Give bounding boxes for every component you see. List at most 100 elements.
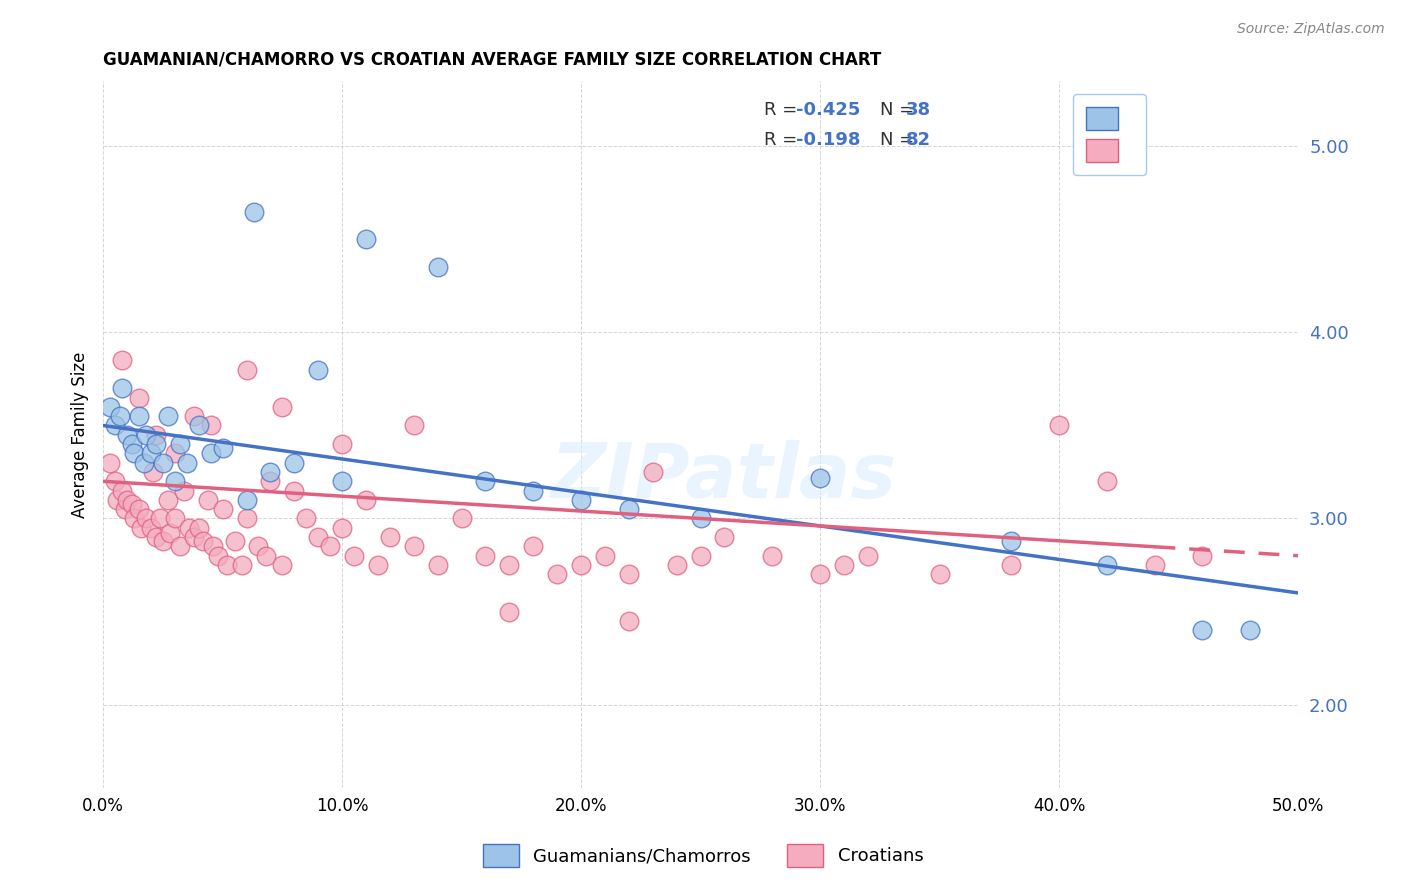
- Point: [617, 614, 640, 628]
- Text: Source: ZipAtlas.com: Source: ZipAtlas.com: [1237, 22, 1385, 37]
- Point: [145, 427, 167, 442]
- Point: [402, 418, 425, 433]
- Point: [128, 409, 150, 424]
- Text: R =: R =: [763, 102, 803, 120]
- Point: [156, 492, 179, 507]
- Point: [152, 533, 174, 548]
- Point: [197, 492, 219, 507]
- Point: [104, 418, 127, 433]
- Point: [1191, 623, 1213, 637]
- Point: [474, 549, 496, 563]
- Point: [522, 540, 544, 554]
- Point: [145, 437, 167, 451]
- Point: [617, 567, 640, 582]
- Text: -0.198: -0.198: [796, 131, 860, 149]
- Point: [247, 540, 270, 554]
- Point: [179, 521, 201, 535]
- Point: [498, 605, 520, 619]
- Point: [139, 521, 162, 535]
- Point: [145, 530, 167, 544]
- Point: [856, 549, 879, 563]
- Legend: Guamanians/Chamorros, Croatians: Guamanians/Chamorros, Croatians: [475, 837, 931, 874]
- Point: [259, 465, 281, 479]
- Point: [1239, 623, 1261, 637]
- Point: [187, 418, 209, 433]
- Point: [713, 530, 735, 544]
- Point: [307, 530, 329, 544]
- Point: [354, 232, 377, 246]
- Text: N =: N =: [880, 102, 920, 120]
- Point: [1143, 558, 1166, 572]
- Point: [169, 437, 191, 451]
- Point: [115, 427, 138, 442]
- Point: [135, 511, 157, 525]
- Point: [617, 502, 640, 516]
- Point: [1047, 418, 1070, 433]
- Point: [235, 492, 257, 507]
- Point: [808, 470, 831, 484]
- Point: [108, 409, 131, 424]
- Point: [665, 558, 688, 572]
- Point: [152, 456, 174, 470]
- Point: [330, 437, 353, 451]
- Point: [135, 427, 157, 442]
- Point: [832, 558, 855, 572]
- Point: [1000, 558, 1022, 572]
- Point: [132, 456, 155, 470]
- Legend: , : ,: [1073, 94, 1146, 175]
- Point: [200, 418, 222, 433]
- Point: [1095, 475, 1118, 489]
- Point: [139, 446, 162, 460]
- Point: [307, 362, 329, 376]
- Point: [142, 465, 165, 479]
- Point: [426, 558, 449, 572]
- Point: [271, 558, 294, 572]
- Point: [183, 409, 205, 424]
- Point: [498, 558, 520, 572]
- Point: [187, 521, 209, 535]
- Point: [689, 511, 711, 525]
- Point: [928, 567, 950, 582]
- Point: [107, 492, 129, 507]
- Point: [450, 511, 472, 525]
- Text: ZIPatlas: ZIPatlas: [551, 440, 897, 514]
- Point: [114, 502, 136, 516]
- Point: [235, 511, 257, 525]
- Point: [330, 521, 353, 535]
- Point: [689, 549, 711, 563]
- Point: [231, 558, 253, 572]
- Point: [121, 437, 143, 451]
- Text: 38: 38: [905, 102, 931, 120]
- Point: [761, 549, 783, 563]
- Point: [354, 492, 377, 507]
- Text: R =: R =: [763, 131, 803, 149]
- Point: [522, 483, 544, 498]
- Point: [546, 567, 568, 582]
- Point: [1095, 558, 1118, 572]
- Point: [271, 400, 294, 414]
- Point: [474, 475, 496, 489]
- Point: [211, 502, 233, 516]
- Point: [104, 475, 127, 489]
- Point: [163, 511, 186, 525]
- Point: [641, 465, 664, 479]
- Point: [128, 391, 150, 405]
- Point: [330, 475, 353, 489]
- Point: [149, 511, 172, 525]
- Point: [224, 533, 246, 548]
- Point: [343, 549, 366, 563]
- Point: [122, 511, 145, 525]
- Point: [378, 530, 401, 544]
- Point: [367, 558, 389, 572]
- Point: [111, 353, 134, 368]
- Point: [98, 456, 121, 470]
- Point: [200, 446, 222, 460]
- Point: [193, 533, 215, 548]
- Point: [283, 456, 305, 470]
- Point: [295, 511, 318, 525]
- Point: [169, 540, 191, 554]
- Point: [121, 497, 143, 511]
- Point: [1000, 533, 1022, 548]
- Point: [128, 502, 150, 516]
- Point: [283, 483, 305, 498]
